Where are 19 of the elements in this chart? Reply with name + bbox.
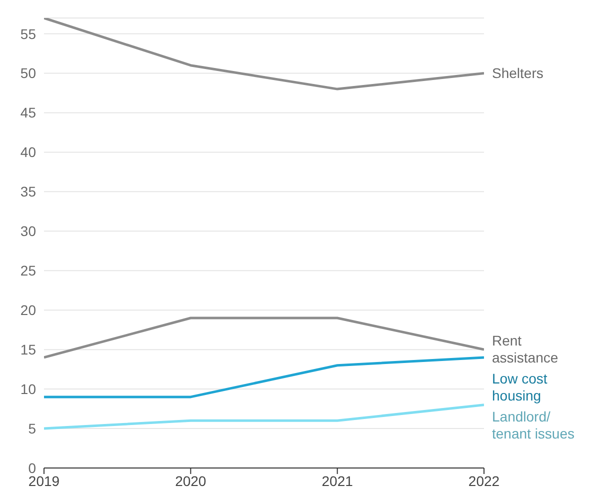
y-tick-label: 35 xyxy=(20,184,36,200)
y-tick-label: 20 xyxy=(20,302,36,318)
series-label: Shelters xyxy=(492,64,544,81)
line-series xyxy=(44,18,484,90)
y-tick-label: 45 xyxy=(20,104,36,121)
series-label: Landlord/ tenant issues xyxy=(492,408,574,442)
y-tick-label: 40 xyxy=(20,144,36,160)
x-tick-label: 2022 xyxy=(468,472,500,489)
y-tick-label: 30 xyxy=(20,223,36,240)
y-tick-label: 15 xyxy=(20,342,36,358)
y-tick-label: 10 xyxy=(20,381,36,398)
y-tick-label: 50 xyxy=(20,65,36,82)
y-tick-label: 55 xyxy=(20,26,36,42)
series-label: Low cost housing xyxy=(492,370,548,404)
series-label: Rent assistance xyxy=(492,332,558,366)
y-tick-label: 25 xyxy=(20,262,36,279)
x-tick-label: 2020 xyxy=(175,472,206,489)
y-tick-label: 5 xyxy=(28,420,36,436)
x-tick-label: 2021 xyxy=(322,472,354,489)
